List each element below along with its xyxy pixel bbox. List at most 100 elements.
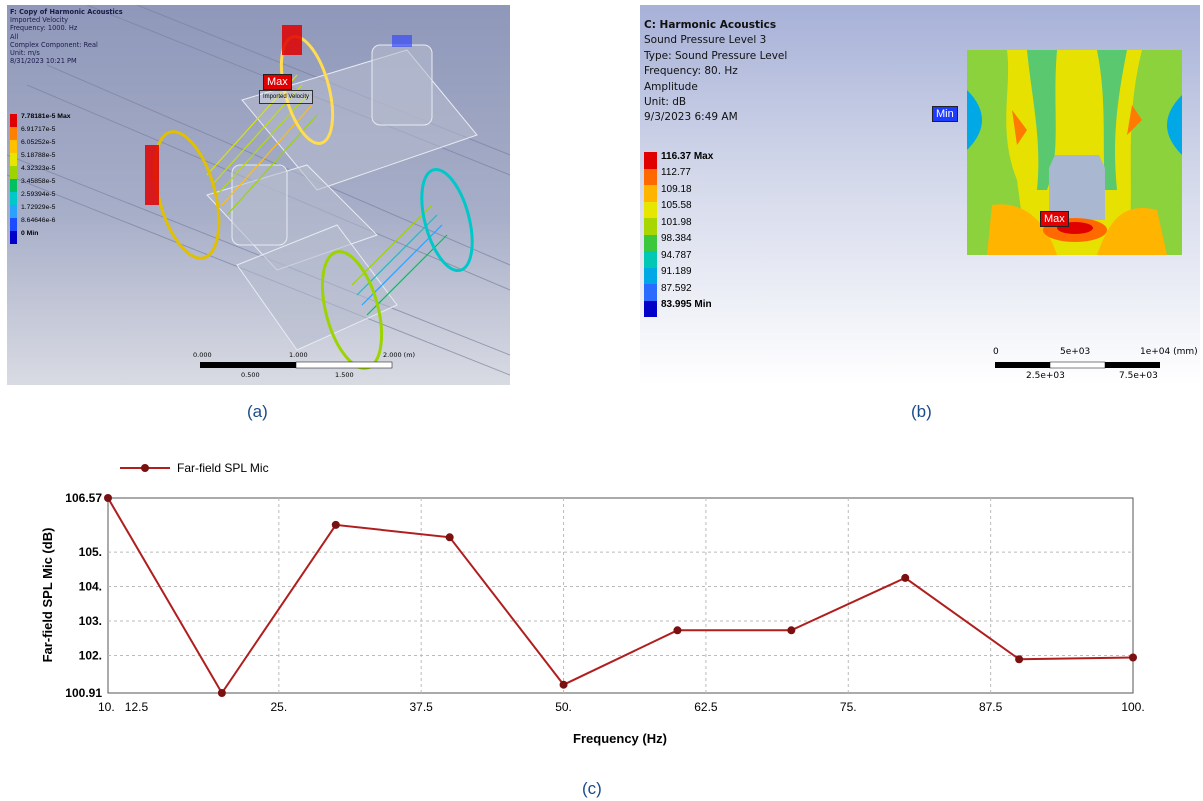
result-unit: Unit: m/s — [10, 49, 40, 58]
max-probe-tag: Max — [1040, 211, 1069, 227]
data-point — [787, 626, 796, 635]
y-tick-label: 106.57 — [65, 491, 102, 505]
legend-swatch — [10, 218, 17, 231]
result-timestamp: 8/31/2023 10:21 PM — [10, 57, 77, 66]
spl-frequency-chart: 106.57 105. 104. 103. 102. 100.91 10. 12.5 25. 3… — [40, 461, 1145, 746]
scale-bar — [995, 361, 1160, 369]
legend-value: 116.37 Max — [661, 150, 714, 162]
legend-swatch — [644, 234, 657, 251]
caption-c: (c) — [582, 779, 602, 798]
data-point — [559, 680, 568, 689]
x-tick-label: 37.5 — [410, 700, 434, 714]
scale-label-1: 1.000 — [289, 351, 308, 359]
legend-value: 4.32323e-5 — [21, 164, 56, 172]
data-point — [673, 626, 682, 635]
legend-value: 6.05252e-5 — [21, 138, 56, 146]
legend-value: 94.787 — [661, 249, 692, 261]
min-probe-tag: Min — [932, 106, 958, 122]
scale-label-4: 1.500 — [335, 371, 354, 379]
result-frequency: Frequency: 1000. Hz — [10, 24, 78, 33]
spl-contour-plot — [967, 50, 1182, 255]
bogie-frame — [206, 44, 478, 351]
data-point — [901, 573, 910, 582]
scale-bar — [200, 361, 393, 369]
panel-a-meta: F: Copy of Harmonic Acoustics Imported V… — [10, 8, 123, 65]
scale-label-0: 0.000 — [193, 351, 212, 359]
legend-value: 6.91717e-5 — [21, 125, 56, 133]
legend-value: 2.59394e-5 — [21, 190, 56, 198]
legend-swatch — [10, 192, 17, 205]
result-title: C: Harmonic Acoustics — [644, 19, 777, 31]
caption-b: (b) — [911, 402, 932, 421]
velocity-field-panel: F: Copy of Harmonic Acoustics Imported V… — [7, 5, 510, 385]
result-type: Type: Sound Pressure Level — [644, 49, 788, 62]
y-axis-label: Far-field SPL Mic (dB) — [40, 528, 55, 663]
result-scope: All — [10, 32, 19, 41]
scale-label-3: 2.5e+03 — [1026, 371, 1065, 381]
result-timestamp: 9/3/2023 6:49 AM — [644, 111, 738, 124]
series-line — [107, 497, 1134, 695]
legend-swatch — [10, 153, 17, 166]
legend-swatch — [10, 205, 17, 218]
data-point — [1015, 655, 1024, 664]
series-far-field-spl — [104, 494, 1137, 697]
data-point — [445, 533, 454, 542]
legend-swatch — [644, 201, 657, 218]
legend-value: 87.592 — [661, 282, 692, 294]
legend-swatch — [10, 127, 17, 140]
legend-swatch — [644, 185, 657, 202]
x-tick-label: 50. — [555, 700, 572, 714]
caption-a: (a) — [247, 402, 268, 421]
data-point — [104, 494, 112, 502]
legend-value: 91.189 — [661, 266, 692, 277]
legend-swatch — [644, 267, 657, 284]
probe-label: Imported Velocity — [259, 90, 313, 104]
legend-marker — [141, 464, 149, 472]
legend-swatch — [10, 179, 17, 192]
data-point — [331, 520, 340, 529]
x-tick-labels: 10. 12.5 25. 37.5 50. 62.5 75. 87.5 100. — [98, 700, 1145, 714]
x-tick-label: 62.5 — [694, 700, 718, 714]
x-tick-label: 75. — [840, 700, 857, 714]
panel-b-color-legend: 116.37 Max 112.77 109.18 105.58 101.98 98.384… — [644, 150, 734, 332]
data-point — [217, 689, 226, 697]
result-frequency: Frequency: 80. Hz — [644, 65, 738, 78]
x-axis-label: Frequency (Hz) — [573, 731, 667, 746]
x-tick-label: 87.5 — [979, 700, 1003, 714]
velocity-field-render — [7, 5, 510, 376]
scale-label-4: 7.5e+03 — [1119, 371, 1158, 381]
x-tick-label: 25. — [270, 700, 287, 714]
legend-value: 8.64646e-6 — [21, 216, 56, 224]
legend-value: 83.995 Min — [661, 299, 712, 310]
legend-value: 3.45858e-5 — [21, 177, 56, 185]
x-tick-label: 10. — [98, 700, 115, 714]
legend-swatch — [10, 140, 17, 153]
legend-swatch — [644, 300, 657, 317]
legend: Far-field SPL Mic — [120, 461, 269, 475]
legend-swatch — [644, 152, 657, 169]
panel-b-meta: C: Harmonic Acoustics Sound Pressure Lev… — [644, 18, 787, 126]
legend-swatch — [644, 284, 657, 301]
legend-value: 112.77 — [661, 167, 691, 178]
legend-swatch — [644, 168, 657, 185]
legend-label: Far-field SPL Mic — [177, 461, 269, 475]
y-tick-label: 103. — [79, 614, 102, 628]
scale-label-1: 5e+03 — [1060, 347, 1091, 357]
y-tick-label: 100.91 — [65, 686, 102, 700]
scale-label-2: 2.000 (m) — [383, 351, 416, 359]
legend-swatch — [10, 114, 17, 127]
x-tick-label: 12.5 — [125, 700, 149, 714]
y-tick-labels: 106.57 105. 104. 103. 102. 100.91 — [65, 491, 102, 700]
result-unit: Unit: dB — [644, 96, 687, 109]
legend-value: 101.98 — [661, 216, 692, 228]
legend-value: 109.18 — [661, 183, 692, 195]
scale-label-3: 0.500 — [241, 371, 260, 379]
plot-area — [107, 497, 1134, 694]
result-component: Complex Component: Real — [10, 40, 98, 49]
result-title: F: Copy of Harmonic Acoustics — [10, 8, 123, 16]
data-point — [1129, 653, 1137, 662]
legend-value: 98.384 — [661, 233, 692, 244]
legend-swatch — [10, 231, 17, 244]
legend-value: 1.72929e-5 — [21, 203, 56, 211]
grid-lines — [108, 498, 1133, 693]
